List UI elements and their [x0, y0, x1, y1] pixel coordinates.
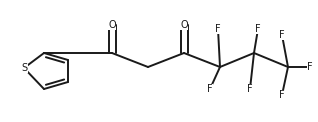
Text: F: F [279, 30, 285, 40]
Text: S: S [21, 63, 27, 73]
Text: O: O [108, 20, 116, 30]
Text: F: F [207, 84, 213, 94]
Text: F: F [215, 24, 221, 34]
Text: O: O [180, 20, 188, 30]
Text: F: F [247, 84, 253, 94]
Text: F: F [255, 24, 261, 34]
Text: F: F [307, 62, 313, 72]
Text: F: F [279, 90, 285, 100]
